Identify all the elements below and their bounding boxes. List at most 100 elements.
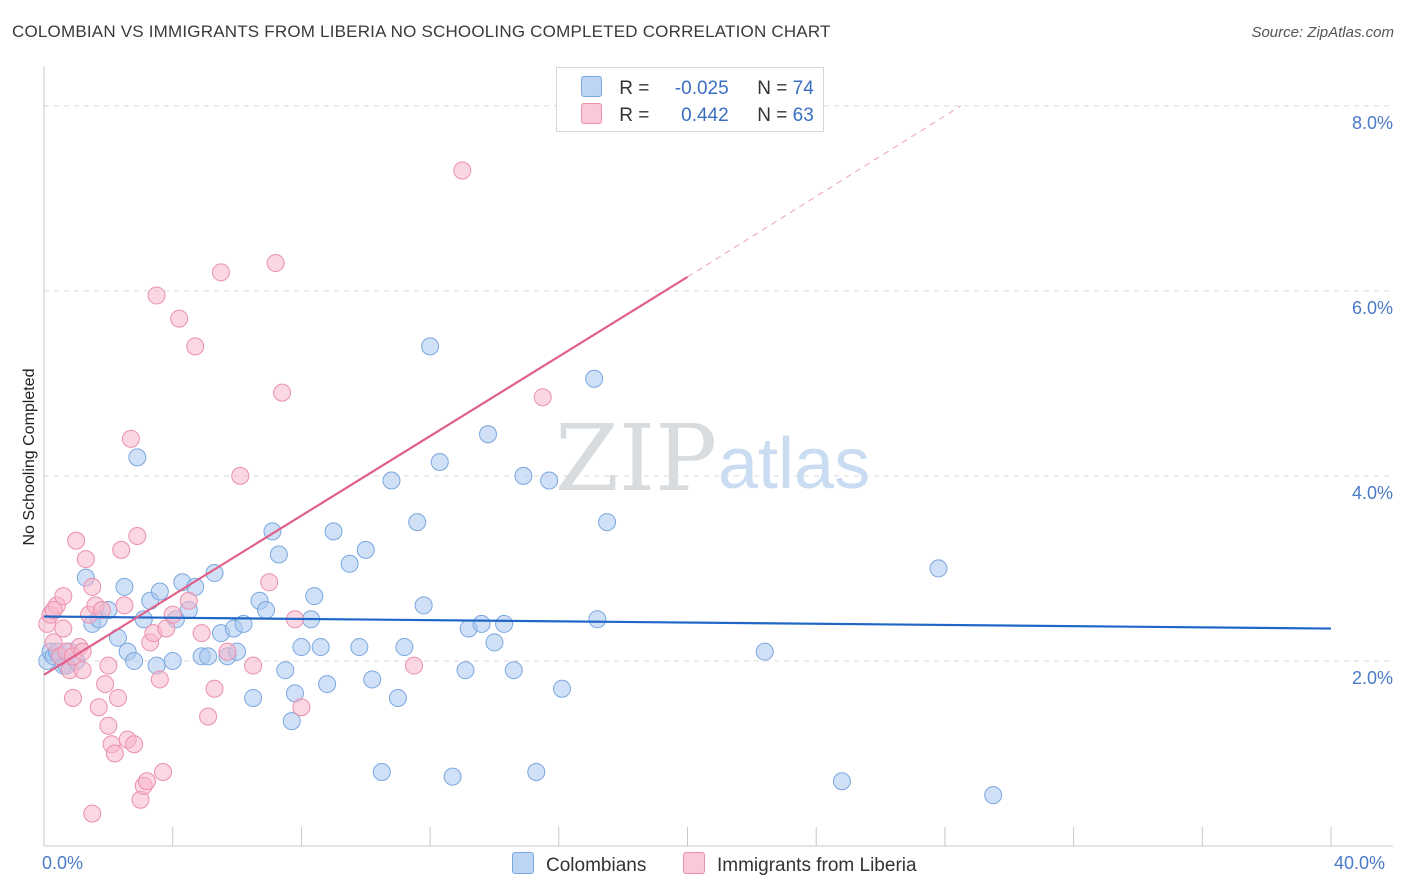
colombians-point bbox=[269, 545, 288, 564]
trend-lines bbox=[43, 105, 1332, 676]
liberia-point bbox=[218, 642, 237, 661]
legend-r-label: R = bbox=[619, 105, 650, 126]
legend-colombians[interactable]: Colombians bbox=[512, 852, 646, 877]
liberia-point bbox=[121, 429, 140, 448]
watermark-zip: ZIP bbox=[555, 405, 717, 512]
colombians-point bbox=[553, 679, 572, 698]
liberia-point bbox=[89, 698, 108, 717]
watermark: ZIP atlas bbox=[555, 405, 870, 512]
liberia-point bbox=[211, 263, 230, 282]
legend-liberia[interactable]: Immigrants from Liberia bbox=[683, 852, 917, 877]
legend-n-value: 74 bbox=[792, 78, 814, 99]
colombians-point bbox=[527, 762, 546, 781]
colombians-point bbox=[340, 554, 359, 573]
liberia-point bbox=[150, 670, 169, 689]
liberia-point bbox=[170, 309, 189, 328]
colombians-point bbox=[324, 522, 343, 541]
colombians-point bbox=[305, 587, 324, 606]
colombians-point bbox=[282, 712, 301, 731]
y-tick-label-8: 8.0% bbox=[1352, 113, 1393, 133]
liberia-point bbox=[73, 661, 92, 680]
axes bbox=[43, 66, 1393, 847]
colombians-point bbox=[443, 767, 462, 786]
liberia-point bbox=[405, 656, 424, 675]
colombians-point bbox=[495, 614, 514, 633]
colombians-point bbox=[408, 513, 427, 532]
colombians-point bbox=[356, 540, 375, 559]
source-credit: Source: ZipAtlas.com bbox=[1251, 24, 1394, 41]
liberia-point bbox=[44, 601, 63, 620]
liberia-point bbox=[186, 337, 205, 356]
liberia-point bbox=[199, 707, 218, 726]
liberia-point bbox=[273, 383, 292, 402]
liberia-point bbox=[453, 161, 472, 180]
colombians-point bbox=[244, 688, 263, 707]
liberia-point bbox=[192, 624, 211, 643]
legend-n-label: N = bbox=[757, 78, 788, 99]
legend-n-label: N = bbox=[757, 105, 788, 126]
liberia-point bbox=[147, 286, 166, 305]
legend-r-label: R = bbox=[619, 78, 650, 99]
liberia-point bbox=[105, 744, 124, 763]
colombians-point bbox=[257, 601, 276, 620]
y-tick-label-4: 4.0% bbox=[1352, 483, 1393, 503]
colombians-point bbox=[540, 471, 559, 490]
liberia-point bbox=[96, 675, 115, 694]
liberia-trend-line bbox=[43, 276, 689, 676]
liberia-swatch bbox=[683, 852, 705, 874]
colombians-point bbox=[929, 559, 948, 578]
liberia-point bbox=[244, 656, 263, 675]
legend-row-colombians: R = -0.025 N = 74 bbox=[581, 76, 814, 100]
colombians-point bbox=[372, 762, 391, 781]
colombians-point bbox=[292, 638, 311, 657]
liberia-point bbox=[54, 619, 73, 638]
liberia-point bbox=[112, 540, 131, 559]
y-axis-label: No Schooling Completed bbox=[21, 369, 38, 546]
liberia-points bbox=[38, 161, 552, 823]
watermark-atlas: atlas bbox=[718, 424, 870, 504]
colombians-point bbox=[234, 614, 253, 633]
colombians-point bbox=[479, 425, 498, 444]
y-tick-label-6: 6.0% bbox=[1352, 298, 1393, 318]
liberia-point bbox=[154, 762, 173, 781]
colombians-point bbox=[832, 772, 851, 791]
legend-n-value: 63 bbox=[792, 105, 814, 126]
colombians-point bbox=[588, 610, 607, 629]
liberia-point bbox=[83, 804, 102, 823]
colombians-point bbox=[430, 453, 449, 471]
colombians-trend-line bbox=[43, 615, 1332, 630]
liberia-point bbox=[99, 656, 118, 675]
liberia-point bbox=[163, 605, 182, 624]
legend-swatch-blue bbox=[581, 76, 602, 97]
colombians-point bbox=[504, 661, 523, 680]
colombians-label: Colombians bbox=[546, 855, 647, 876]
colombians-point bbox=[150, 582, 169, 601]
liberia-point bbox=[67, 531, 86, 550]
liberia-point bbox=[83, 577, 102, 596]
colombians-point bbox=[585, 369, 604, 388]
x-max-label: 40.0% bbox=[1334, 853, 1385, 873]
colombians-point bbox=[456, 661, 475, 680]
liberia-point bbox=[125, 735, 144, 754]
colombians-point bbox=[205, 564, 224, 583]
series-legend: Colombians Immigrants from Liberia bbox=[0, 852, 1406, 876]
x-min-label: 0.0% bbox=[42, 853, 83, 873]
liberia-point bbox=[231, 466, 250, 485]
colombians-points bbox=[38, 337, 1003, 805]
legend-row-liberia: R = 0.442 N = 63 bbox=[581, 103, 814, 127]
colombians-point bbox=[163, 651, 182, 670]
colombians-point bbox=[421, 337, 440, 356]
colombians-point bbox=[125, 651, 144, 670]
y-tick-labels: 2.0% 4.0% 6.0% 8.0% bbox=[1352, 113, 1393, 688]
colombians-point bbox=[472, 614, 491, 633]
liberia-point bbox=[292, 698, 311, 717]
liberia-point bbox=[137, 772, 156, 791]
liberia-point bbox=[99, 716, 118, 735]
colombians-swatch bbox=[512, 852, 534, 874]
colombians-point bbox=[485, 633, 504, 652]
colombians-point bbox=[363, 670, 382, 689]
colombians-point bbox=[318, 675, 337, 694]
chart-title: COLOMBIAN VS IMMIGRANTS FROM LIBERIA NO … bbox=[12, 22, 831, 41]
colombians-point bbox=[414, 596, 433, 615]
